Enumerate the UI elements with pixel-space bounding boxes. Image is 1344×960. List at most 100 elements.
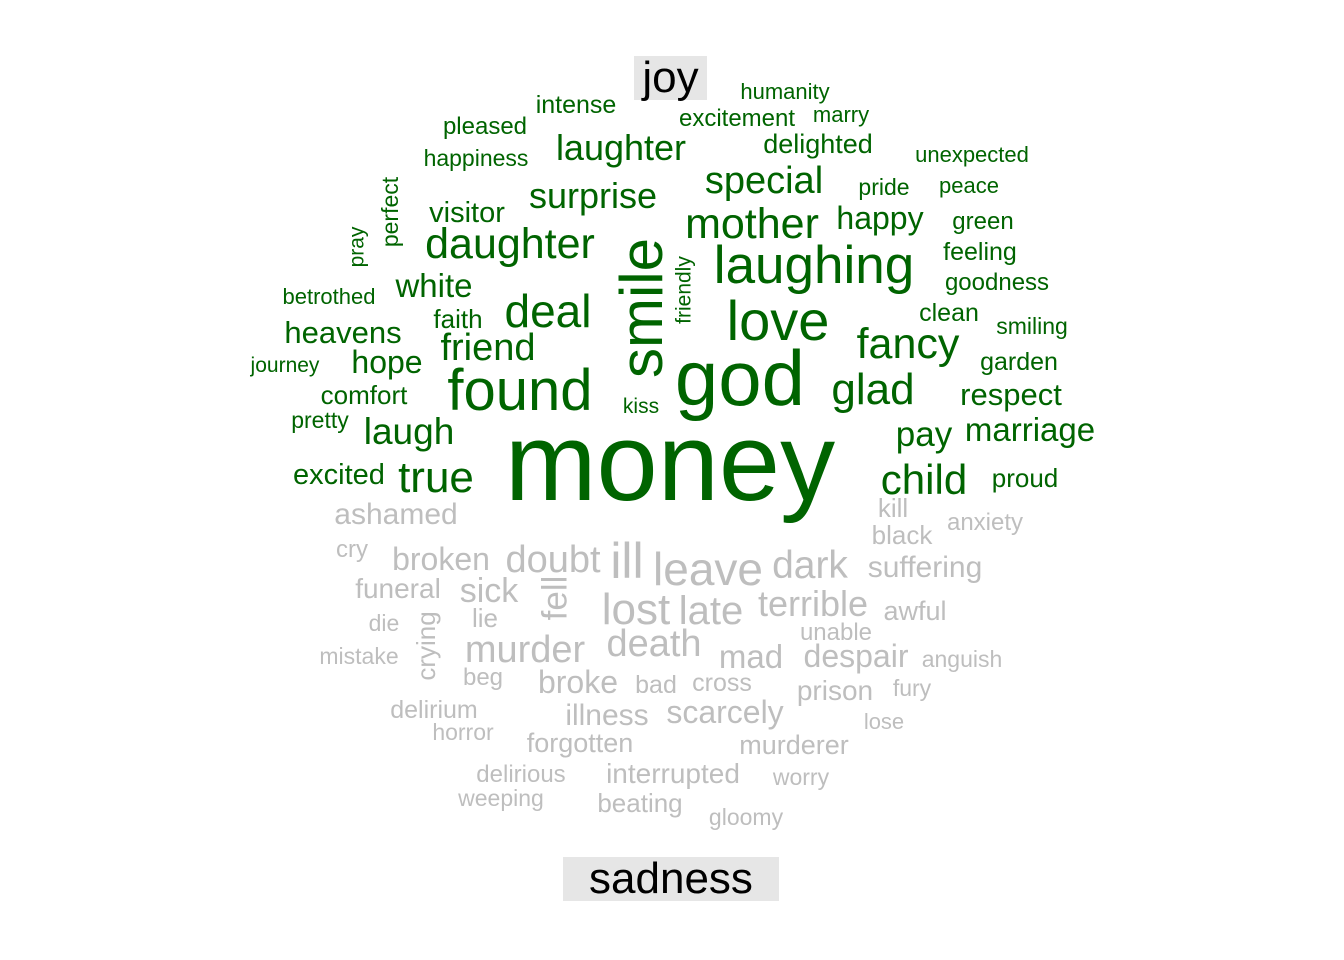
word-comfort: comfort: [321, 380, 408, 410]
word-lost: lost: [602, 585, 670, 634]
word-suffering: suffering: [868, 551, 983, 584]
category-label-joy: joy: [634, 56, 707, 100]
word-leave: leave: [653, 543, 763, 595]
word-green: green: [952, 208, 1013, 235]
word-proud: proud: [992, 463, 1059, 493]
word-deal: deal: [505, 285, 592, 337]
word-feeling: feeling: [943, 238, 1017, 266]
word-marriage: marriage: [965, 411, 1095, 448]
word-unexpected: unexpected: [915, 142, 1029, 167]
word-illness: illness: [565, 699, 648, 732]
word-smile: smile: [608, 238, 675, 378]
word-kill: kill: [878, 493, 908, 523]
word-faith: faith: [433, 304, 482, 334]
word-excited: excited: [293, 459, 385, 491]
word-god: god: [675, 334, 805, 422]
word-ill: ill: [610, 533, 643, 589]
word-despair: despair: [804, 638, 909, 674]
word-murder: murder: [465, 629, 586, 671]
word-visitor: visitor: [429, 197, 505, 229]
word-funeral: funeral: [355, 573, 441, 604]
word-sick: sick: [460, 572, 520, 610]
word-pleased: pleased: [443, 113, 527, 140]
word-pray: pray: [345, 226, 368, 267]
word-anguish: anguish: [922, 646, 1003, 672]
word-terrible: terrible: [758, 583, 868, 624]
word-daughter: daughter: [425, 220, 595, 268]
word-mother: mother: [685, 200, 819, 248]
word-anxiety: anxiety: [947, 509, 1023, 536]
word-scarcely: scarcely: [666, 694, 783, 730]
word-friendly: friendly: [672, 256, 695, 324]
word-laugh: laugh: [364, 411, 455, 452]
word-prison: prison: [797, 675, 873, 706]
word-marry: marry: [813, 102, 869, 127]
word-delighted: delighted: [763, 129, 873, 159]
word-excitement: excitement: [679, 105, 795, 132]
word-surprise: surprise: [529, 175, 657, 216]
word-lose: lose: [864, 709, 904, 734]
word-death: death: [606, 623, 701, 665]
word-perfect: perfect: [377, 176, 403, 247]
word-interrupted: interrupted: [606, 758, 740, 789]
word-forgotten: forgotten: [527, 728, 634, 758]
word-glad: glad: [831, 365, 914, 414]
word-awful: awful: [883, 596, 946, 626]
category-label-sadness: sadness: [563, 857, 779, 901]
word-broken: broken: [392, 541, 490, 577]
word-hope: hope: [351, 344, 422, 380]
word-respect: respect: [960, 377, 1062, 412]
word-smiling: smiling: [996, 313, 1068, 339]
word-horror: horror: [432, 719, 494, 745]
word-love: love: [727, 289, 830, 352]
word-beating: beating: [597, 788, 682, 818]
word-gloomy: gloomy: [709, 804, 784, 830]
word-fury: fury: [893, 675, 932, 701]
word-ashamed: ashamed: [334, 498, 457, 531]
word-child: child: [881, 456, 967, 503]
word-mistake: mistake: [319, 643, 398, 669]
word-betrothed: betrothed: [283, 284, 376, 309]
word-pay: pay: [896, 415, 953, 454]
word-special: special: [705, 160, 823, 202]
word-doubt: doubt: [505, 539, 601, 581]
word-peace: peace: [939, 173, 999, 198]
word-fell: fell: [535, 576, 574, 621]
word-weeping: weeping: [457, 785, 544, 811]
word-fancy: fancy: [857, 320, 960, 368]
word-laughter: laughter: [556, 127, 686, 168]
word-clean: clean: [919, 299, 979, 327]
word-worry: worry: [772, 764, 830, 790]
word-found: found: [447, 358, 592, 423]
word-cry: cry: [336, 536, 368, 563]
word-journey: journey: [250, 354, 320, 377]
word-heavens: heavens: [284, 315, 401, 350]
word-goodness: goodness: [945, 269, 1049, 296]
word-kiss: kiss: [623, 395, 659, 418]
word-bad: bad: [635, 671, 677, 699]
word-pretty: pretty: [291, 407, 349, 433]
word-crying: crying: [411, 611, 441, 680]
word-delirious: delirious: [476, 761, 565, 788]
word-broke: broke: [538, 664, 618, 700]
word-beg: beg: [463, 664, 503, 691]
word-white: white: [394, 267, 472, 304]
word-black: black: [872, 520, 934, 550]
word-laughing: laughing: [714, 236, 914, 295]
word-late: late: [679, 589, 744, 633]
word-delirium: delirium: [390, 696, 478, 724]
word-happiness: happiness: [424, 145, 529, 171]
word-pride: pride: [858, 174, 909, 200]
word-humanity: humanity: [740, 79, 829, 104]
word-money: money: [505, 401, 835, 524]
word-mad: mad: [719, 638, 783, 675]
word-die: die: [369, 610, 400, 636]
word-true: true: [398, 453, 474, 502]
word-unable: unable: [800, 619, 872, 646]
word-lie: lie: [472, 603, 498, 633]
word-garden: garden: [980, 348, 1058, 376]
word-happy: happy: [836, 200, 923, 236]
word-cross: cross: [692, 669, 752, 697]
word-murderer: murderer: [739, 730, 849, 760]
